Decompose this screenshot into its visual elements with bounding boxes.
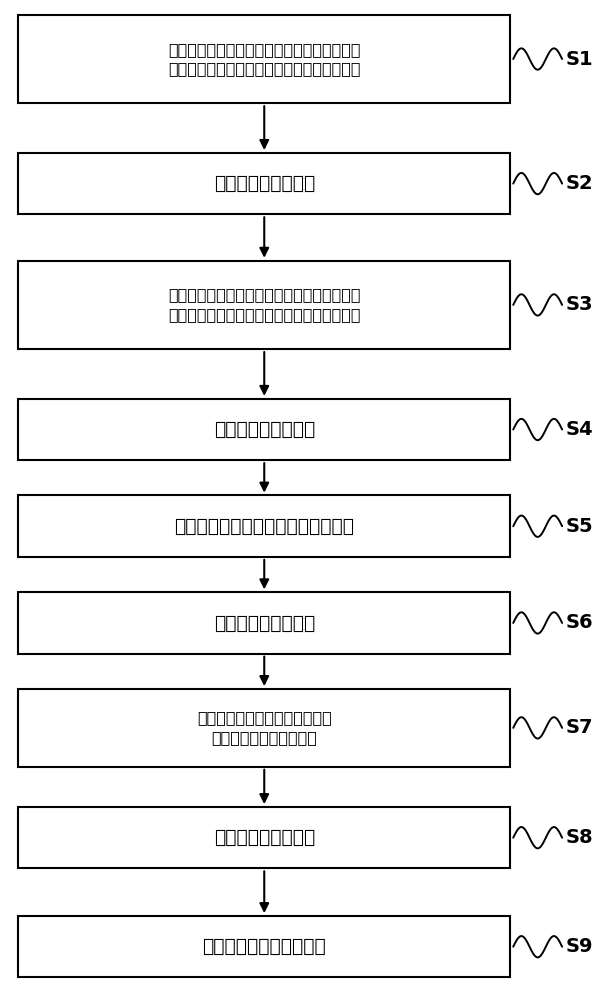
Bar (18, 495, 510, 557)
Text: S9: S9 (565, 937, 593, 956)
Text: S3: S3 (565, 295, 593, 314)
Text: S1: S1 (565, 50, 593, 69)
Bar (18, 153, 510, 214)
Text: S6: S6 (565, 613, 593, 632)
Text: S2: S2 (565, 174, 593, 193)
Text: 采用硝酸与氢氟酸组成的混合酸腐蚀液对多晶
硅电池片第二次制绒，腐蚀液为富氢氟酸体系: 采用硝酸与氢氟酸组成的混合酸腐蚀液对多晶 硅电池片第二次制绒，腐蚀液为富氢氟酸体… (168, 288, 360, 322)
Text: 第一次去离子水清洗: 第一次去离子水清洗 (214, 174, 315, 193)
Text: 第三次去离子水清洗: 第三次去离子水清洗 (214, 613, 315, 632)
Bar (18, 592, 510, 654)
Text: 对多晶硅电池片进行烘干: 对多晶硅电池片进行烘干 (202, 937, 326, 956)
Text: 第四次去离子水清洗: 第四次去离子水清洗 (214, 828, 315, 847)
Text: S7: S7 (565, 718, 593, 737)
Text: 采用碱溶液对多晶硅电池片进行清洗: 采用碱溶液对多晶硅电池片进行清洗 (174, 517, 354, 536)
Text: S8: S8 (565, 828, 593, 847)
Text: 采用硝酸与氢氟酸组成的混合酸腐蚀液对多晶
硅电池片第一次制绒，腐蚀液为富硝酸体系。: 采用硝酸与氢氟酸组成的混合酸腐蚀液对多晶 硅电池片第一次制绒，腐蚀液为富硝酸体系… (168, 42, 360, 76)
Bar (18, 689, 510, 767)
Text: S5: S5 (565, 517, 593, 536)
Text: 采用盐酸与氢氟酸组成的混合酸
对多晶硅电池片进行清洗: 采用盐酸与氢氟酸组成的混合酸 对多晶硅电池片进行清洗 (197, 710, 332, 745)
Bar (18, 807, 510, 868)
Bar (18, 916, 510, 977)
Bar (18, 15, 510, 103)
Bar (18, 261, 510, 349)
Text: 第二次去离子水清洗: 第二次去离子水清洗 (214, 420, 315, 439)
Text: S4: S4 (565, 420, 593, 439)
Bar (18, 399, 510, 460)
